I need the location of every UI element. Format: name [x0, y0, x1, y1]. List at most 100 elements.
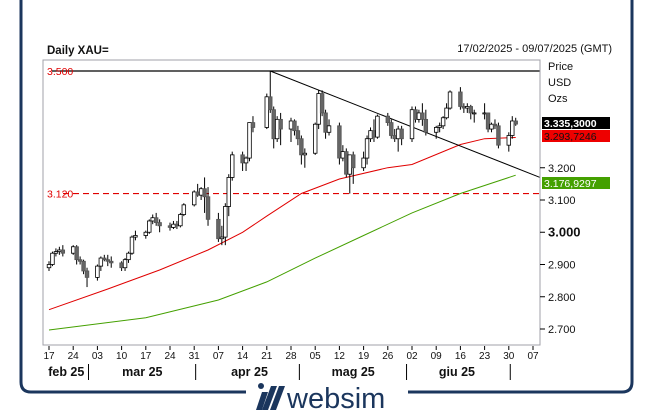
level-label: 3.120: [47, 189, 73, 201]
candle-body: [143, 231, 148, 236]
candle-body: [323, 112, 328, 133]
x-tick-label: 23: [479, 351, 491, 362]
candle-body: [84, 270, 90, 278]
candle-body: [337, 125, 342, 159]
month-label: giu 25: [439, 365, 475, 379]
candle-body: [219, 236, 225, 240]
candle-body: [485, 112, 491, 130]
candle-body: [216, 218, 221, 240]
candle-body: [247, 122, 252, 159]
candle-body: [420, 112, 425, 120]
candle-body: [351, 154, 356, 169]
candle-body: [226, 177, 231, 207]
candle-body: [157, 222, 162, 227]
candle-body: [230, 154, 235, 178]
candle-body: [319, 93, 325, 114]
x-tick-label: 02: [406, 351, 418, 362]
candle-body: [447, 91, 453, 109]
x-tick-label: 07: [527, 351, 539, 362]
candle-body: [492, 123, 498, 127]
candle-body: [133, 235, 138, 238]
candle-body: [250, 122, 256, 128]
month-label: mar 25: [122, 365, 162, 379]
candle-body: [122, 259, 128, 269]
candle-body: [81, 260, 86, 272]
candle-body: [489, 123, 494, 130]
y-tick-label: 2.700: [548, 324, 576, 336]
candle-body: [433, 127, 439, 133]
candle-body: [77, 259, 83, 262]
candle-body: [389, 122, 394, 136]
date-range: 17/02/2025 - 09/07/2025 (GMT): [457, 43, 612, 55]
x-tick-label: 10: [116, 351, 128, 362]
x-tick-label: 09: [431, 351, 443, 362]
last-value-label: 3.293,7246: [544, 131, 597, 143]
chart-title: Daily XAU=: [47, 45, 109, 57]
candle-body: [95, 265, 100, 278]
y-tick-label: 3.000: [548, 224, 581, 239]
candle-body: [513, 120, 518, 125]
candle-body: [472, 112, 477, 115]
candle-body: [202, 188, 207, 198]
candle-body: [423, 118, 429, 133]
x-tick-label: 21: [261, 351, 273, 362]
candle-body: [326, 125, 332, 133]
websim-logo: websim: [256, 383, 385, 415]
candle-body: [268, 96, 273, 111]
candle-body: [191, 191, 197, 206]
candle-body: [50, 252, 55, 265]
candle-body: [153, 217, 159, 223]
x-tick-label: 30: [503, 351, 515, 362]
moving-average-line-1: [48, 137, 516, 311]
x-tick-label: 17: [140, 351, 152, 362]
x-tick-label: 07: [213, 351, 225, 362]
candle-body: [53, 251, 59, 254]
x-tick-label: 03: [92, 351, 104, 362]
candle-body: [126, 252, 131, 261]
candle-body: [506, 135, 511, 146]
y-tick-label: 2.800: [548, 292, 576, 304]
candle-body: [181, 204, 187, 215]
unit-currency: USD: [548, 77, 571, 89]
x-tick-label: 24: [164, 351, 176, 362]
candle-body: [46, 264, 52, 269]
candle-body: [496, 125, 501, 146]
candle-body: [399, 128, 404, 140]
candle-body: [98, 257, 104, 267]
y-tick-label: 3.100: [548, 195, 576, 207]
plot-area: [42, 59, 541, 346]
candle-body: [299, 138, 304, 156]
candle-body: [74, 246, 79, 261]
candle-body: [468, 106, 473, 114]
last-value-label: 3.176,9297: [544, 178, 597, 190]
candle-body: [205, 196, 211, 220]
candle-body: [292, 120, 297, 132]
month-label: mag 25: [332, 365, 375, 379]
candle-body: [302, 152, 308, 156]
candle-body: [510, 120, 515, 136]
unit-price: Price: [548, 61, 573, 73]
candle-body: [102, 257, 107, 261]
candle-body: [129, 236, 135, 254]
month-label: feb 25: [48, 365, 84, 379]
x-tick-label: 19: [358, 351, 370, 362]
moving-average-line-2: [48, 174, 516, 331]
last-value-badge: [542, 117, 610, 129]
y-tick-label: 3.200: [548, 163, 576, 175]
candle-body: [312, 123, 318, 154]
last-value-badge: [542, 130, 610, 142]
candle-body: [178, 214, 183, 227]
unit-ounces: Ozs: [548, 93, 568, 105]
level-label: 3.500: [47, 66, 73, 78]
candle-body: [444, 107, 449, 119]
candle-body: [458, 91, 463, 107]
last-value-label: 3.335,3000: [544, 118, 597, 130]
x-tick-label: 17: [43, 351, 55, 362]
x-tick-label: 26: [382, 351, 394, 362]
candle-body: [243, 157, 249, 164]
candle-body: [105, 259, 110, 262]
x-tick-label: 28: [285, 351, 297, 362]
x-tick-label: 12: [334, 351, 346, 362]
candle-body: [440, 117, 446, 127]
